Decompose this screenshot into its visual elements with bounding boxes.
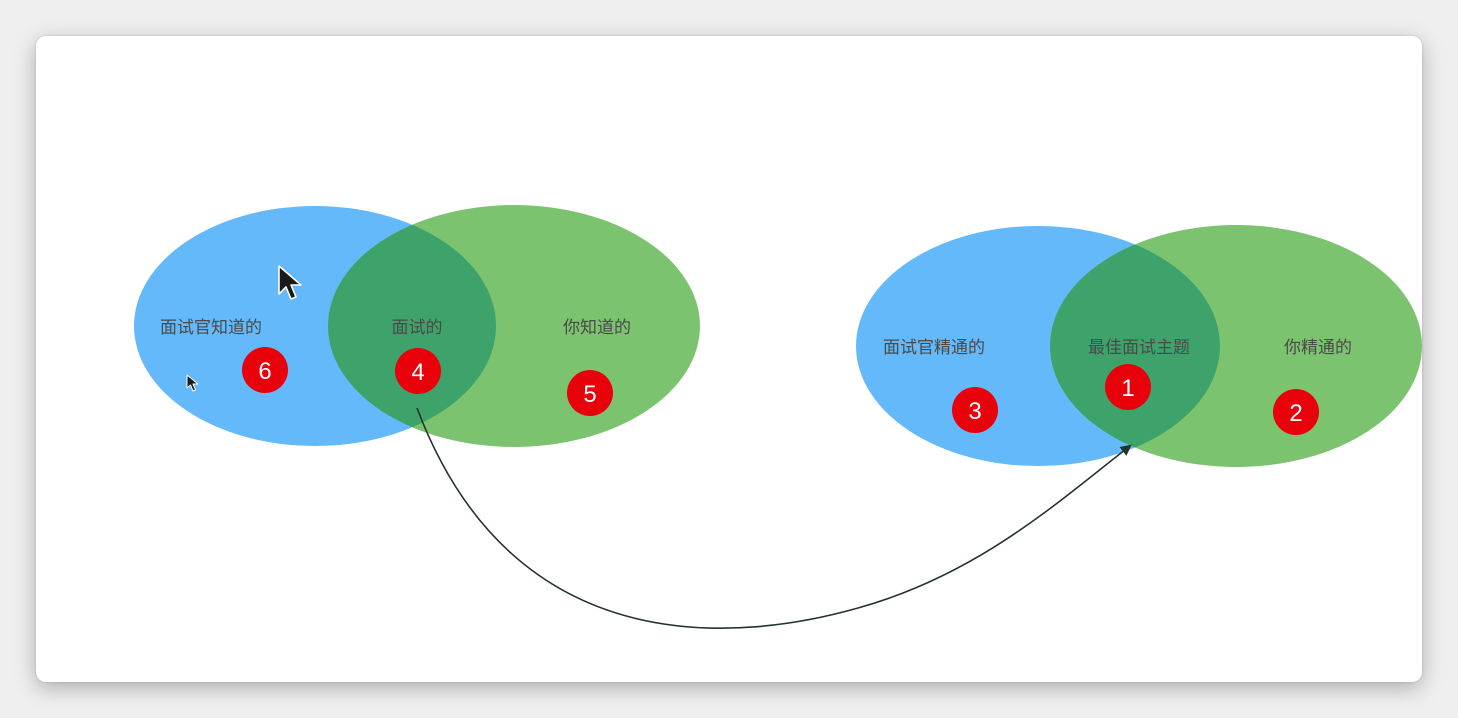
venn-right-green-label: 你精通的 bbox=[1284, 338, 1352, 358]
venn-left: 面试官知道的 面试的 你知道的 6 4 5 bbox=[134, 205, 700, 447]
badge-1: 1 bbox=[1105, 364, 1151, 410]
svg-text:6: 6 bbox=[258, 358, 271, 385]
svg-text:5: 5 bbox=[583, 381, 596, 408]
mouse-cursor-icon bbox=[278, 265, 302, 300]
badge-4: 4 bbox=[395, 348, 441, 394]
venn-right-overlap-label: 最佳面试主题 bbox=[1088, 338, 1190, 358]
svg-text:1: 1 bbox=[1121, 375, 1134, 402]
svg-text:4: 4 bbox=[411, 359, 424, 386]
badge-2: 2 bbox=[1273, 389, 1319, 435]
badge-5: 5 bbox=[567, 370, 613, 416]
venn-left-blue-label: 面试官知道的 bbox=[160, 318, 262, 338]
svg-text:3: 3 bbox=[968, 398, 981, 425]
badge-3: 3 bbox=[952, 387, 998, 433]
venn-left-overlap-label: 面试的 bbox=[392, 318, 443, 338]
badge-6: 6 bbox=[242, 347, 288, 393]
venn-left-green-label: 你知道的 bbox=[563, 318, 631, 338]
connector-arrow bbox=[416, 407, 1132, 629]
mouse-cursor-small-icon bbox=[186, 374, 199, 392]
svg-text:2: 2 bbox=[1289, 400, 1302, 427]
venn-right: 面试官精通的 最佳面试主题 你精通的 3 1 2 bbox=[856, 225, 1422, 467]
venn-right-blue-label: 面试官精通的 bbox=[883, 338, 985, 358]
venn-right-overlap bbox=[1050, 226, 1220, 466]
